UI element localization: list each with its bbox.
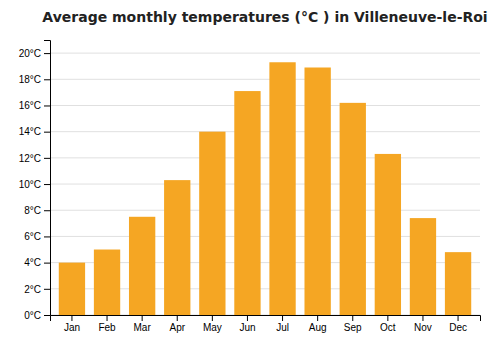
y-tick-label: 8°C (24, 205, 41, 216)
bar (234, 91, 260, 315)
y-tick-mark (44, 263, 50, 264)
y-tick-label: 2°C (24, 284, 41, 295)
y-tick-mark (44, 315, 50, 316)
y-tick: 0°C (24, 310, 50, 321)
y-tick-label: 10°C (19, 179, 41, 190)
chart: Jan Feb Mar Apr May Jun Jul Aug Sep Oct Nov Dec 0°C 2… (0, 0, 500, 350)
x-tick-label: Feb (98, 322, 116, 333)
y-tick-mark (44, 289, 50, 290)
y-tick: 6°C (24, 231, 50, 242)
y-tick-label: 14°C (19, 126, 41, 137)
bar (375, 154, 401, 315)
bar (445, 252, 471, 315)
x-axis: Jan Feb Mar Apr May Jun Jul Aug Sep Oct Nov Dec (51, 315, 481, 333)
x-axis-line (51, 316, 481, 322)
x-tick-label: Aug (309, 322, 327, 333)
title: Average monthly temperatures (°C ) in Vi… (42, 9, 487, 25)
x-tick-mark (212, 315, 213, 321)
x-tick: May (203, 315, 222, 333)
y-tick-mark (44, 132, 50, 133)
x-tick-label: Jul (276, 322, 289, 333)
grid-line (50, 157, 480, 158)
y-axis: 0°C 2°C 4°C 6°C 8°C 10°C 12°C 14°C 16°C 18°C 20°C (19, 41, 51, 321)
grid-line (50, 53, 480, 54)
bars (59, 62, 471, 315)
x-tick: Dec (449, 315, 467, 333)
y-tick: 14°C (19, 126, 50, 137)
y-tick-mark (44, 184, 50, 185)
bar (164, 180, 190, 315)
y-tick-mark (44, 210, 50, 211)
x-tick-label: Apr (169, 322, 185, 333)
x-tick-label: Dec (449, 322, 467, 333)
x-tick-mark (107, 315, 108, 321)
x-tick-label: Jan (64, 322, 80, 333)
y-tick: 4°C (24, 257, 50, 268)
x-tick-mark (422, 315, 423, 321)
bar (129, 217, 155, 315)
y-tick: 12°C (19, 153, 50, 164)
y-tick-label: 20°C (19, 48, 41, 59)
x-tick-mark (387, 315, 388, 321)
y-tick: 18°C (19, 74, 50, 85)
bar (269, 62, 295, 315)
grid-line (50, 131, 480, 132)
y-tick-mark (44, 53, 50, 54)
y-tick-label: 12°C (19, 153, 41, 164)
x-tick: Oct (380, 315, 396, 333)
y-tick-label: 18°C (19, 74, 41, 85)
x-tick: Jun (239, 315, 255, 333)
grid-line (50, 79, 480, 80)
x-tick-label: May (203, 322, 222, 333)
x-tick-mark (352, 315, 353, 321)
x-tick-mark (177, 315, 178, 321)
y-tick-label: 0°C (24, 310, 41, 321)
x-tick-label: Jun (239, 322, 255, 333)
grid (50, 53, 480, 315)
y-tick-mark (44, 158, 50, 159)
x-tick: Mar (134, 315, 152, 333)
bar (59, 263, 85, 315)
bar (94, 250, 120, 315)
x-tick: Apr (169, 315, 185, 333)
y-tick: 10°C (19, 179, 50, 190)
y-tick-label: 16°C (19, 100, 41, 111)
bar (410, 218, 436, 315)
x-tick: Aug (309, 315, 327, 333)
y-tick-label: 4°C (24, 257, 41, 268)
bar (304, 68, 330, 316)
x-tick: Jul (276, 315, 289, 333)
grid-line (50, 184, 480, 185)
x-tick-mark (458, 315, 459, 321)
x-tick-label: Sep (344, 322, 362, 333)
bar (199, 132, 225, 315)
y-tick-label: 6°C (24, 231, 41, 242)
x-tick-mark (142, 315, 143, 321)
x-tick: Feb (98, 315, 116, 333)
x-tick: Nov (414, 315, 432, 333)
x-tick-label: Oct (380, 322, 396, 333)
x-tick: Sep (344, 315, 362, 333)
y-tick: 20°C (19, 48, 50, 59)
bar (340, 103, 366, 315)
x-tick-mark (71, 315, 72, 321)
grid-line (50, 210, 480, 211)
y-tick: 2°C (24, 284, 50, 295)
x-tick-label: Nov (414, 322, 432, 333)
y-tick-mark (44, 236, 50, 237)
x-tick-mark (247, 315, 248, 321)
x-tick: Jan (64, 315, 80, 333)
plot: Jan Feb Mar Apr May Jun Jul Aug Sep Oct Nov Dec 0°C 2… (19, 41, 481, 334)
grid-line (50, 105, 480, 106)
y-axis-line (44, 41, 51, 316)
x-tick-mark (282, 315, 283, 321)
y-tick: 16°C (19, 100, 50, 111)
x-tick-mark (317, 315, 318, 321)
y-tick-mark (44, 79, 50, 80)
y-tick: 8°C (24, 205, 50, 216)
y-tick-mark (44, 105, 50, 106)
x-tick-label: Mar (134, 322, 152, 333)
